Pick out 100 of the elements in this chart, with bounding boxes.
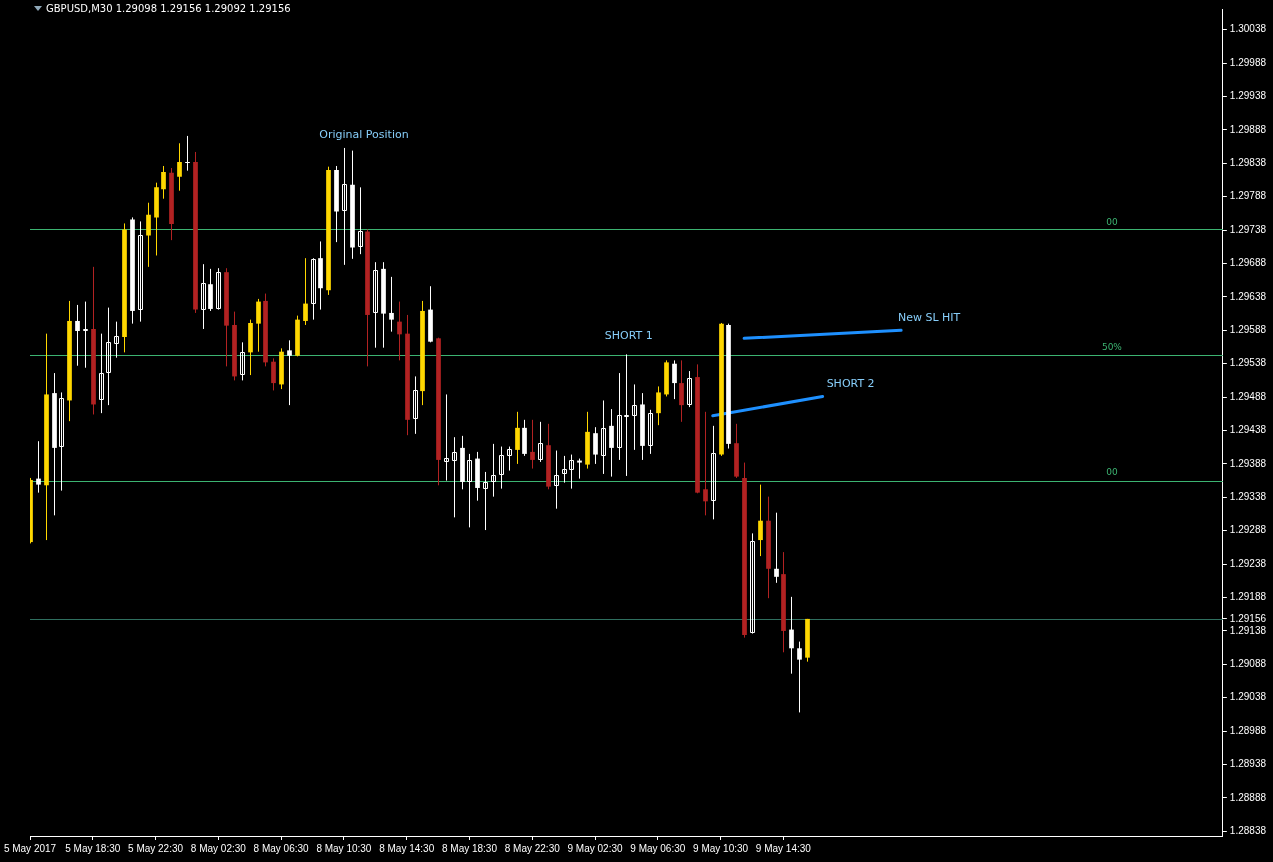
candlestick <box>617 372 622 461</box>
x-tick-label: 8 May 14:30 <box>379 842 435 854</box>
candlestick <box>83 301 88 369</box>
y-tick-label: 1.29938 <box>1229 90 1267 102</box>
annotation: Original Position <box>319 127 409 141</box>
candlestick <box>789 596 794 675</box>
candlestick <box>75 304 80 367</box>
candlestick <box>59 391 64 492</box>
candlestick <box>758 484 763 557</box>
candlestick <box>216 267 221 311</box>
y-tick-label: 1.29638 <box>1229 290 1267 302</box>
candlestick <box>303 257 308 326</box>
candlestick <box>711 425 716 520</box>
y-tick-label: 1.29088 <box>1229 658 1267 670</box>
candlestick <box>146 202 151 268</box>
candlestick <box>624 353 629 477</box>
candlestick <box>774 512 779 584</box>
y-tick-label: 1.29488 <box>1229 390 1267 402</box>
x-tick-label: 5 May 22:30 <box>128 842 184 854</box>
candlestick <box>161 165 166 200</box>
y-tick-label: 1.29688 <box>1229 257 1267 269</box>
candlestick <box>530 419 535 470</box>
candlestick <box>507 446 512 472</box>
candlestick <box>397 301 402 361</box>
x-tick-label: 8 May 02:30 <box>190 842 247 854</box>
x-tick-label: 9 May 06:30 <box>630 842 686 854</box>
candlestick <box>256 298 261 353</box>
y-tick-label: 1.29388 <box>1229 457 1267 469</box>
y-tick-label: 1.29038 <box>1229 691 1267 703</box>
candlestick <box>491 443 496 498</box>
y-tick-label: 1.29838 <box>1229 157 1267 169</box>
candlestick <box>797 641 802 713</box>
candlestick <box>240 341 245 381</box>
candlestick <box>389 276 394 333</box>
candlestick <box>679 359 684 423</box>
y-tick-label: 1.29188 <box>1229 591 1267 603</box>
y-tick-label: 1.29288 <box>1229 524 1267 536</box>
candlestick <box>444 393 449 482</box>
candlestick <box>114 321 119 359</box>
y-tick-label: 1.29138 <box>1229 624 1267 636</box>
candlestick <box>569 454 574 490</box>
y-tick-label: 1.29788 <box>1229 190 1267 202</box>
candlestick <box>687 370 692 408</box>
y-tick-label: 1.28838 <box>1229 825 1267 837</box>
candlestick <box>483 471 488 531</box>
candlestick <box>515 411 520 465</box>
y-tick-label: 1.29588 <box>1229 324 1267 336</box>
x-tick-label: 8 May 10:30 <box>316 842 372 854</box>
y-tick-label: 1.28888 <box>1229 791 1267 803</box>
candlestick <box>185 135 190 172</box>
candlestick <box>287 339 292 406</box>
annotation: 50% <box>1101 341 1123 352</box>
series-label: SHORT 2 <box>826 377 875 391</box>
candlestick <box>413 375 418 435</box>
y-tick-label: 1.29438 <box>1229 424 1267 436</box>
candlestick <box>311 257 316 321</box>
x-tick-label: 8 May 06:30 <box>253 842 310 854</box>
candlestick <box>577 458 582 480</box>
y-tick-label: 1.29888 <box>1229 123 1267 135</box>
candlestick <box>201 263 206 330</box>
x-tick-label: 5 May 18:30 <box>65 842 121 854</box>
candlestick <box>632 383 637 451</box>
candlestick <box>538 421 543 463</box>
candlestick <box>99 333 104 414</box>
candlestick <box>467 453 472 528</box>
y-tick-label: 1.29156 <box>1229 612 1267 624</box>
candlestick <box>562 455 567 484</box>
annotation: 00 <box>1106 467 1118 478</box>
candlestick <box>750 532 755 635</box>
candlestick <box>499 446 504 490</box>
candlestick <box>138 220 143 323</box>
candlestick <box>609 408 614 478</box>
y-tick-label: 1.29988 <box>1229 56 1267 68</box>
y-tick-label: 1.30038 <box>1229 23 1267 35</box>
y-tick-label: 1.29538 <box>1229 357 1267 369</box>
candlestick <box>36 440 41 494</box>
candlestick <box>106 307 111 406</box>
annotation: 00 <box>1106 216 1118 227</box>
y-tick-label: 1.29338 <box>1229 491 1267 503</box>
series-label: New SL HIT <box>897 311 961 325</box>
candlestick <box>358 186 363 255</box>
chart-title: GBPUSD,M30 1.29098 1.29156 1.29092 1.29156 <box>46 3 291 14</box>
candlestick <box>452 436 457 518</box>
candlestick <box>672 359 677 400</box>
y-tick-label: 1.29238 <box>1229 557 1267 569</box>
candlestick <box>648 409 653 455</box>
candlestick <box>703 411 708 516</box>
annotation: SHORT 1 <box>604 329 653 343</box>
candlestick <box>342 147 347 266</box>
candlestick <box>177 142 182 192</box>
x-tick-label: 5 May 2017 <box>3 842 57 854</box>
x-tick-label: 8 May 22:30 <box>504 842 561 854</box>
x-tick-label: 9 May 14:30 <box>755 842 812 854</box>
y-tick-label: 1.29738 <box>1229 223 1267 235</box>
x-tick-label: 8 May 18:30 <box>441 842 498 854</box>
candlestick <box>656 385 661 426</box>
x-tick-label: 9 May 10:30 <box>693 842 749 854</box>
candlestick <box>593 426 598 465</box>
candlestick <box>554 450 559 510</box>
candlestick <box>601 399 606 475</box>
